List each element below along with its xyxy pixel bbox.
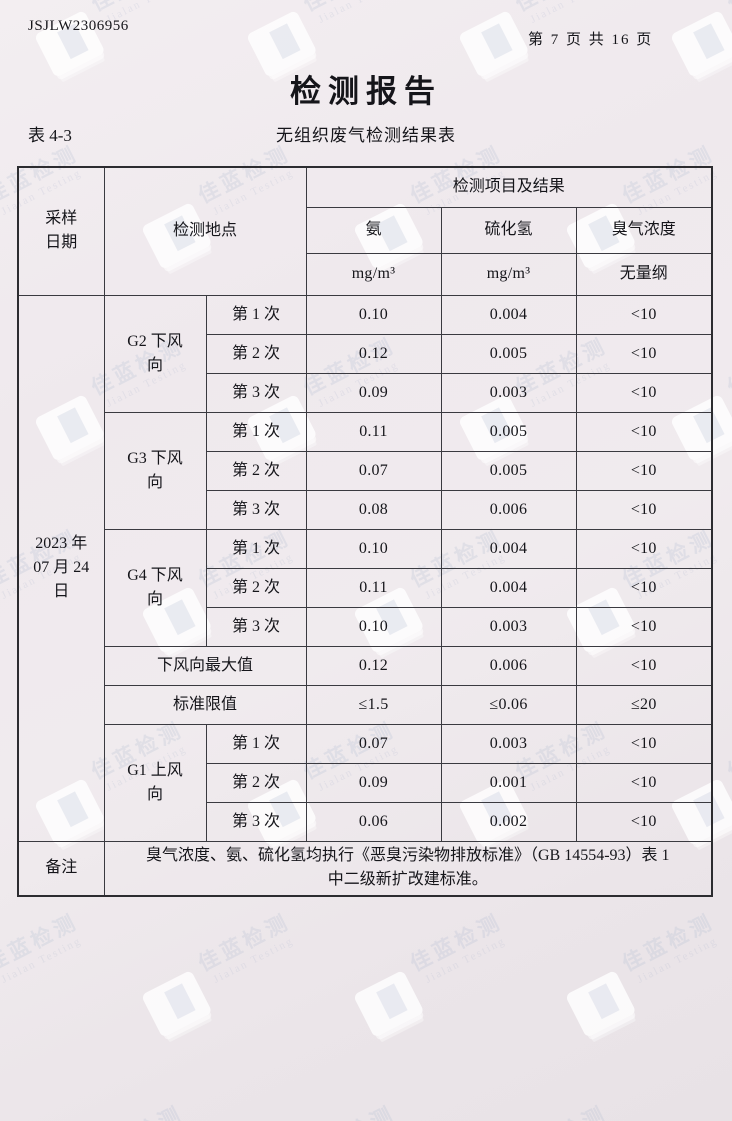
value-cell: 0.005 (440, 333, 577, 374)
trial-label: 第 3 次 (205, 372, 307, 413)
value-cell: 0.004 (440, 567, 577, 608)
header-items-results: 检测项目及结果 (305, 166, 713, 208)
trial-label: 第 1 次 (205, 528, 307, 569)
value-cell: 0.006 (440, 489, 577, 530)
trial-label: 第 1 次 (205, 294, 307, 335)
trial-label: 第 1 次 (205, 723, 307, 764)
value-cell: <10 (575, 606, 713, 647)
table-title: 无组织废气检测结果表 (276, 126, 456, 145)
value-cell: 0.006 (440, 645, 577, 686)
value-cell: 0.001 (440, 762, 577, 803)
results-table: 采样 日期 检测地点 检测项目及结果 氨 硫化氢 臭气浓度 mg/m³ mg/m… (17, 166, 714, 897)
remark-label: 备注 (17, 840, 105, 897)
value-cell: <10 (575, 567, 713, 608)
value-cell: <10 (575, 801, 713, 842)
value-cell: 0.002 (440, 801, 577, 842)
value-cell: 0.09 (305, 762, 442, 803)
unit-ammonia: mg/m³ (305, 252, 442, 296)
trial-label: 第 2 次 (205, 567, 307, 608)
location-g1-upwind: G1 上风 向 (103, 723, 207, 842)
value-cell: 0.12 (305, 645, 442, 686)
standard-limit-label: 标准限值 (103, 684, 307, 725)
value-cell: 0.11 (305, 411, 442, 452)
value-cell: 0.07 (305, 723, 442, 764)
value-cell: 0.003 (440, 606, 577, 647)
header-col-ammonia: 氨 (305, 206, 442, 254)
trial-label: 第 2 次 (205, 762, 307, 803)
value-cell: 0.06 (305, 801, 442, 842)
value-cell: 0.003 (440, 723, 577, 764)
value-cell: 0.005 (440, 411, 577, 452)
header-col-odor: 臭气浓度 (575, 206, 713, 254)
value-cell: <10 (575, 762, 713, 803)
value-cell: <10 (575, 294, 713, 335)
header-location: 检测地点 (103, 166, 307, 296)
value-cell: 0.004 (440, 528, 577, 569)
location-g4-downwind: G4 下风 向 (103, 528, 207, 647)
location-g3-downwind: G3 下风 向 (103, 411, 207, 530)
trial-label: 第 3 次 (205, 606, 307, 647)
value-cell: <10 (575, 645, 713, 686)
unit-odor: 无量纲 (575, 252, 713, 296)
report-title: 检测报告 (290, 74, 442, 109)
value-cell: <10 (575, 723, 713, 764)
value-cell: 0.08 (305, 489, 442, 530)
trial-label: 第 3 次 (205, 801, 307, 842)
header-sample-date: 采样 日期 (17, 166, 105, 296)
sample-date-value: 2023 年 07 月 24 日 (17, 294, 105, 842)
unit-hydrogen-sulfide: mg/m³ (440, 252, 577, 296)
value-cell: 0.09 (305, 372, 442, 413)
limit-cell: ≤1.5 (305, 684, 442, 725)
page-indicator: 第 7 页 共 16 页 (528, 32, 654, 48)
value-cell: 0.005 (440, 450, 577, 491)
trial-label: 第 2 次 (205, 450, 307, 491)
location-g2-downwind: G2 下风 向 (103, 294, 207, 413)
value-cell: 0.10 (305, 528, 442, 569)
header-col-hydrogen-sulfide: 硫化氢 (440, 206, 577, 254)
value-cell: <10 (575, 489, 713, 530)
downwind-max-label: 下风向最大值 (103, 645, 307, 686)
value-cell: 0.11 (305, 567, 442, 608)
value-cell: 0.12 (305, 333, 442, 374)
table-caption-row: 无组织废气检测结果表 表 4-3 (0, 121, 732, 145)
limit-cell: ≤20 (575, 684, 713, 725)
value-cell: 0.07 (305, 450, 442, 491)
value-cell: 0.003 (440, 372, 577, 413)
remark-text: 臭气浓度、氨、硫化氢均执行《恶臭污染物排放标准》（GB 14554-93）表 1… (103, 840, 713, 897)
value-cell: <10 (575, 528, 713, 569)
value-cell: 0.10 (305, 606, 442, 647)
value-cell: <10 (575, 450, 713, 491)
trial-label: 第 1 次 (205, 411, 307, 452)
table-label: 表 4-3 (28, 126, 72, 145)
report-number: JSJLW2306956 (28, 18, 129, 34)
value-cell: <10 (575, 372, 713, 413)
trial-label: 第 2 次 (205, 333, 307, 374)
value-cell: <10 (575, 411, 713, 452)
limit-cell: ≤0.06 (440, 684, 577, 725)
value-cell: <10 (575, 333, 713, 374)
value-cell: 0.10 (305, 294, 442, 335)
value-cell: 0.004 (440, 294, 577, 335)
trial-label: 第 3 次 (205, 489, 307, 530)
